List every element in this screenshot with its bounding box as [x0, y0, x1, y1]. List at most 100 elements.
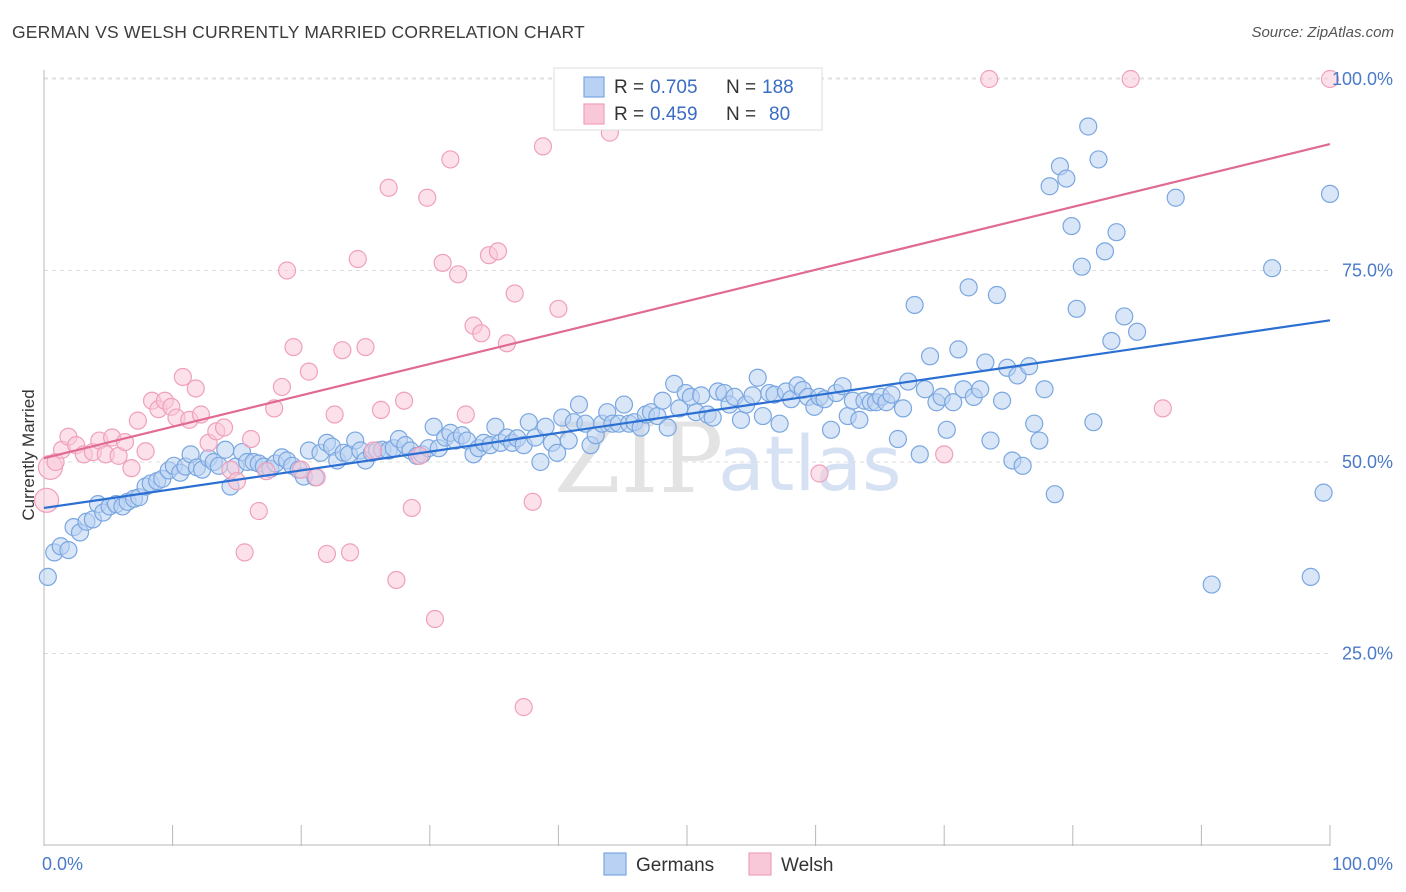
- x-tick-label-0: 0.0%: [42, 854, 83, 874]
- welsh-point: [441, 150, 460, 169]
- welsh-point: [249, 501, 268, 521]
- germans-trend-line: [43, 319, 1331, 510]
- legend-r-label-germans: R =: [614, 77, 644, 98]
- gridlines: [44, 77, 1330, 654]
- germans-point: [971, 380, 990, 399]
- welsh-point: [136, 442, 155, 461]
- germans-point: [614, 395, 634, 414]
- germans-point: [1062, 216, 1081, 236]
- welsh-point: [333, 341, 352, 360]
- welsh-point: [235, 543, 254, 562]
- germans-point: [1013, 456, 1032, 475]
- welsh-point: [810, 464, 829, 483]
- welsh-point: [307, 468, 326, 487]
- legend-swatch-welsh: [583, 103, 605, 125]
- welsh-point: [325, 405, 344, 424]
- germans-point: [1030, 431, 1049, 450]
- germans-point: [1079, 117, 1098, 136]
- welsh-point: [425, 609, 445, 629]
- germans-point: [1035, 380, 1054, 399]
- germans-point: [1102, 331, 1121, 351]
- bottom-legend-label-welsh: Welsh: [781, 855, 833, 876]
- germans-point: [1202, 575, 1221, 594]
- germans-point: [888, 429, 908, 449]
- germans-point: [753, 406, 772, 426]
- germans-point: [882, 385, 901, 404]
- welsh-point: [299, 362, 319, 381]
- welsh-point: [356, 338, 375, 357]
- welsh-point: [277, 261, 297, 280]
- welsh-point: [340, 543, 360, 562]
- germans-point: [1040, 177, 1059, 196]
- welsh-point: [128, 411, 147, 430]
- bottom-legend: Germans Welsh: [603, 852, 833, 876]
- welsh-point: [364, 441, 383, 460]
- germans-point: [1314, 483, 1333, 502]
- welsh-point: [456, 405, 475, 424]
- welsh-point: [122, 459, 141, 478]
- germans-point: [1263, 259, 1282, 278]
- x-tick-label-1: 100.0%: [1332, 854, 1393, 874]
- welsh-point: [523, 492, 542, 511]
- welsh-point: [505, 284, 524, 303]
- germans-point: [1057, 169, 1076, 188]
- legend-n-label-welsh: N =: [726, 104, 756, 125]
- source-label: Source: ZipAtlas.com: [1251, 24, 1394, 41]
- welsh-point: [394, 391, 414, 410]
- germans-point: [748, 368, 767, 387]
- welsh-point: [549, 299, 568, 318]
- germans-point: [486, 417, 505, 436]
- germans-point: [569, 395, 589, 414]
- germans-point: [1025, 414, 1044, 433]
- welsh-point: [272, 377, 292, 397]
- welsh-point: [1320, 69, 1340, 89]
- germans-point: [1095, 242, 1115, 261]
- welsh-point: [514, 698, 533, 717]
- germans-point: [821, 420, 841, 439]
- y-axis-label: Currently Married: [19, 389, 38, 520]
- bottom-legend-swatch-germans: [603, 852, 627, 876]
- welsh-point: [402, 498, 421, 518]
- germans-point: [976, 353, 995, 372]
- legend-n-label-germans: N =: [726, 77, 756, 98]
- welsh-point: [433, 253, 452, 272]
- legend-r-value-welsh: 0.459: [650, 104, 698, 125]
- germans-point: [905, 295, 924, 315]
- germans-point: [1072, 257, 1091, 276]
- germans-point: [1320, 184, 1340, 203]
- welsh-point: [1121, 69, 1140, 89]
- welsh-point: [488, 242, 508, 261]
- trend-lines: [43, 143, 1331, 510]
- germans-point: [531, 452, 550, 472]
- watermark-atlas: atlas: [718, 419, 902, 508]
- germans-point: [915, 380, 935, 399]
- welsh-point: [379, 178, 398, 197]
- germans-point: [692, 386, 711, 405]
- germans-point: [1301, 567, 1320, 587]
- germans-point: [1084, 413, 1103, 432]
- welsh-point: [533, 137, 553, 156]
- y-tick-label-2: 75.0%: [1342, 261, 1393, 281]
- welsh-point: [935, 445, 954, 464]
- germans-point: [1107, 223, 1126, 242]
- welsh-point: [265, 399, 284, 418]
- bottom-legend-label-germans: Germans: [636, 855, 714, 876]
- germans-point: [519, 413, 538, 432]
- y-tick-label-1: 50.0%: [1342, 452, 1393, 472]
- germans-point: [424, 417, 443, 436]
- germans-point: [959, 278, 978, 297]
- germans-point: [1115, 307, 1134, 326]
- germans-point: [653, 391, 672, 410]
- germans-point: [987, 285, 1007, 305]
- germans-point: [743, 386, 762, 405]
- welsh-point: [348, 249, 367, 269]
- welsh-point: [418, 188, 437, 207]
- germans-point: [850, 410, 869, 429]
- germans-point: [910, 445, 929, 464]
- germans-point: [59, 540, 78, 560]
- legend-r-label-welsh: R =: [614, 104, 644, 125]
- welsh-point: [448, 265, 468, 284]
- germans-point: [38, 567, 57, 587]
- germans-point: [1127, 322, 1147, 341]
